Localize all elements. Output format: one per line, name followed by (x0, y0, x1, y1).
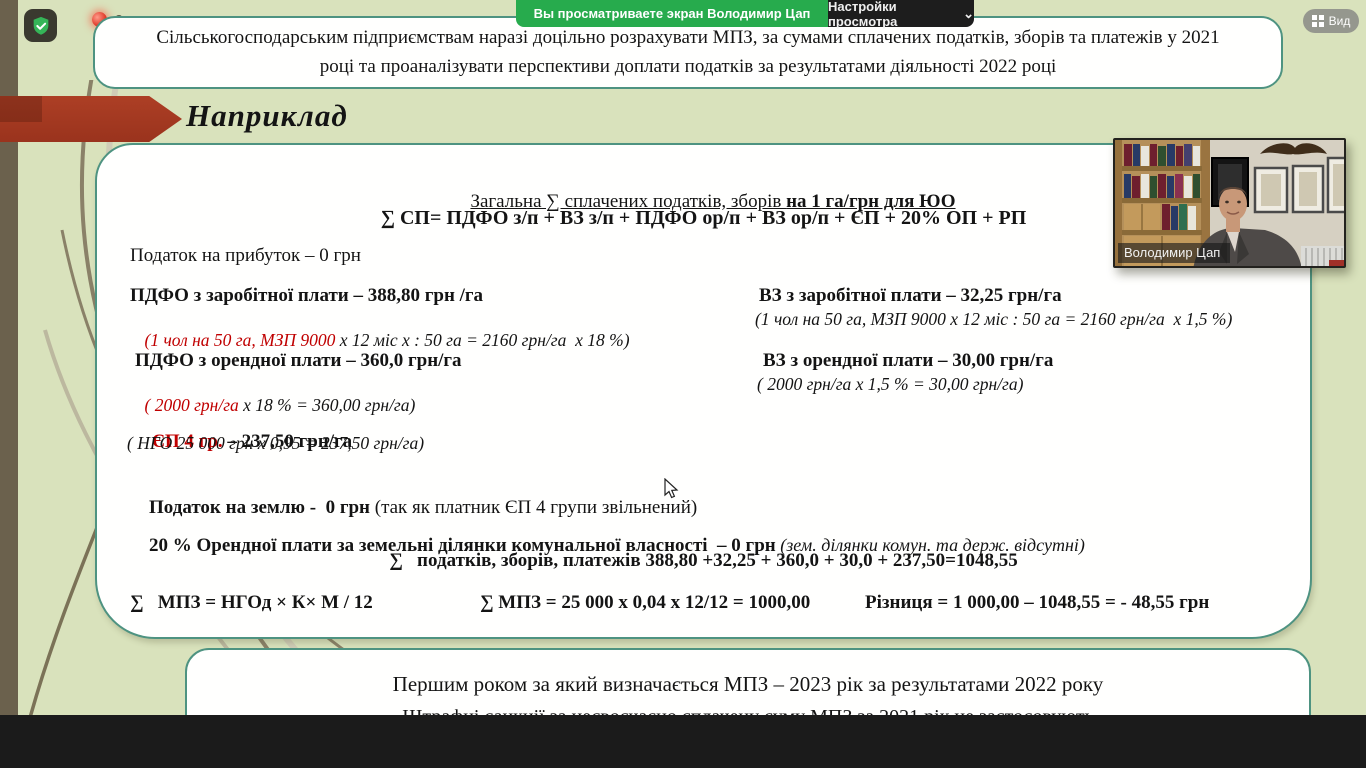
vz-rent-note: ( 2000 грн/га х 1,5 % = 30,00 грн/га) (757, 374, 1024, 394)
zoom-toolbar: ⌃ Включить звук ⌃ Включить видео 85 ⌃ Уч… (0, 715, 1366, 768)
vz-salary-note: (1 чол на 50 га, МЗП 9000 х 12 міс : 50 … (755, 309, 1233, 329)
view-options-dropdown[interactable]: Настройки просмотра ⌄ (828, 0, 974, 29)
pdfo-rent-title: ПДФО з орендної плати – 360,0 грн/га (135, 350, 462, 371)
chevron-down-icon: ⌄ (963, 5, 974, 21)
bottom-line-1: Першим роком за який визначається МПЗ – … (392, 672, 1104, 696)
vz-rent-title: ВЗ з орендної плати – 30,00 грн/га (763, 350, 1054, 371)
screen-share-banner: Вы просматриваете экран Володимир Цап (516, 0, 828, 27)
mpz-difference: Різниця = 1 000,00 – 1048,55 = - 48,55 г… (865, 592, 1210, 613)
sum-formula: ∑ СП= ПДФО з/п + ВЗ з/п + ПДФО ор/п + ВЗ… (380, 207, 1027, 229)
total-line: ∑ податків, зборів, платежів 388,80 +32,… (389, 550, 1018, 571)
mpz-calc: ∑ МПЗ = 25 000 х 0,04 х 12/12 = 1000,00 (480, 592, 811, 613)
vz-salary-title: ВЗ з заробітної плати – 32,25 грн/га (759, 285, 1062, 306)
view-button[interactable]: Вид (1303, 9, 1359, 33)
shield-check-icon (33, 16, 48, 35)
meeting-security-badge[interactable] (24, 9, 57, 42)
grid-view-icon (1311, 15, 1324, 27)
sum-title: Загальна ∑ сплачених податків, зборів на… (470, 191, 956, 212)
slide-section-title: Наприклад (186, 98, 348, 133)
profit-tax-line: Податок на прибуток – 0 грн (130, 245, 361, 266)
ep4-note: ( НГО 25 000 грн х 0,95 = 237,50 грн/га) (127, 433, 425, 453)
slide-intro-box: Сільськогосподарським підприємствам нара… (93, 16, 1283, 89)
participant-name-label: Володимир Цап (1118, 243, 1231, 263)
participant-video[interactable]: Володимир Цап (1113, 138, 1346, 268)
slide-intro-text: Сільськогосподарським підприємствам нара… (156, 27, 1220, 77)
pdfo-salary-title: ПДФО з заробітної плати – 388,80 грн /га (130, 285, 484, 306)
mpz-formula: ∑ МПЗ = НГОд × К× М / 12 (130, 592, 373, 613)
mouse-cursor (664, 478, 679, 499)
slide-left-stripe (0, 0, 18, 715)
header-arrow-shade (0, 96, 42, 122)
